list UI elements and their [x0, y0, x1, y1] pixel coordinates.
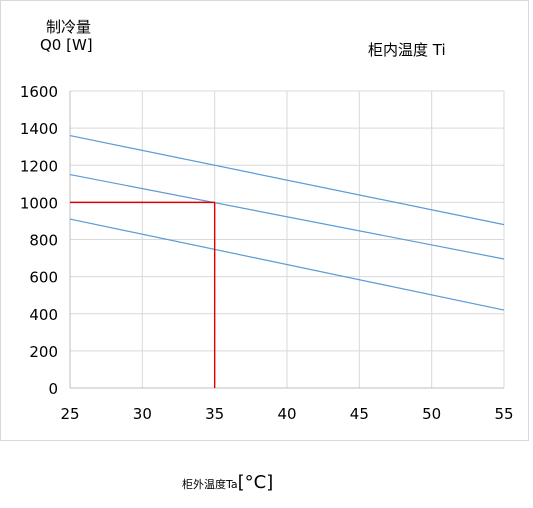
- y-tick-label: 1200: [20, 157, 58, 175]
- annotation: [70, 201, 216, 388]
- y-tick-label: 600: [29, 269, 58, 287]
- x-tick-labels: 25 30 35 40 45 50 55: [60, 405, 513, 423]
- x-tick-label: 50: [422, 405, 441, 423]
- y-tick-label: 1400: [20, 120, 58, 138]
- x-tick-label: 45: [350, 405, 369, 423]
- y-axis-label-line1: 制冷量: [46, 18, 92, 36]
- x-tick-label: 40: [277, 405, 296, 423]
- series-lines: [69, 134, 505, 311]
- x-axis-label: 柜外温度Ta[°C]: [182, 472, 273, 493]
- x-tick-label: 25: [60, 405, 79, 423]
- x-axis-label-text: 柜外温度Ta: [182, 478, 238, 491]
- series-title: 柜内温度 Ti: [368, 41, 446, 59]
- grid: [70, 90, 505, 388]
- y-tick-label: 800: [29, 232, 58, 250]
- y-tick-label: 1000: [20, 194, 58, 212]
- series-line-3: [69, 218, 505, 311]
- y-tick-label: 400: [29, 306, 58, 324]
- x-tick-label: 30: [133, 405, 152, 423]
- chart-frame: [0, 0, 529, 441]
- y-tick-label: 0: [48, 380, 58, 398]
- y-axis-label-line2: Q0 [W]: [40, 36, 93, 54]
- y-tick-label: 1600: [20, 83, 58, 101]
- series-line-2: [69, 173, 505, 260]
- x-tick-label: 55: [494, 405, 513, 423]
- series-line-1: [69, 134, 505, 226]
- axes: [69, 91, 504, 389]
- x-tick-label: 35: [205, 405, 224, 423]
- y-tick-label: 200: [29, 343, 58, 361]
- y-tick-labels: 0 200 400 600 800 1000 1200 1400 1600: [20, 83, 58, 398]
- x-axis-label-unit: [°C]: [237, 472, 274, 493]
